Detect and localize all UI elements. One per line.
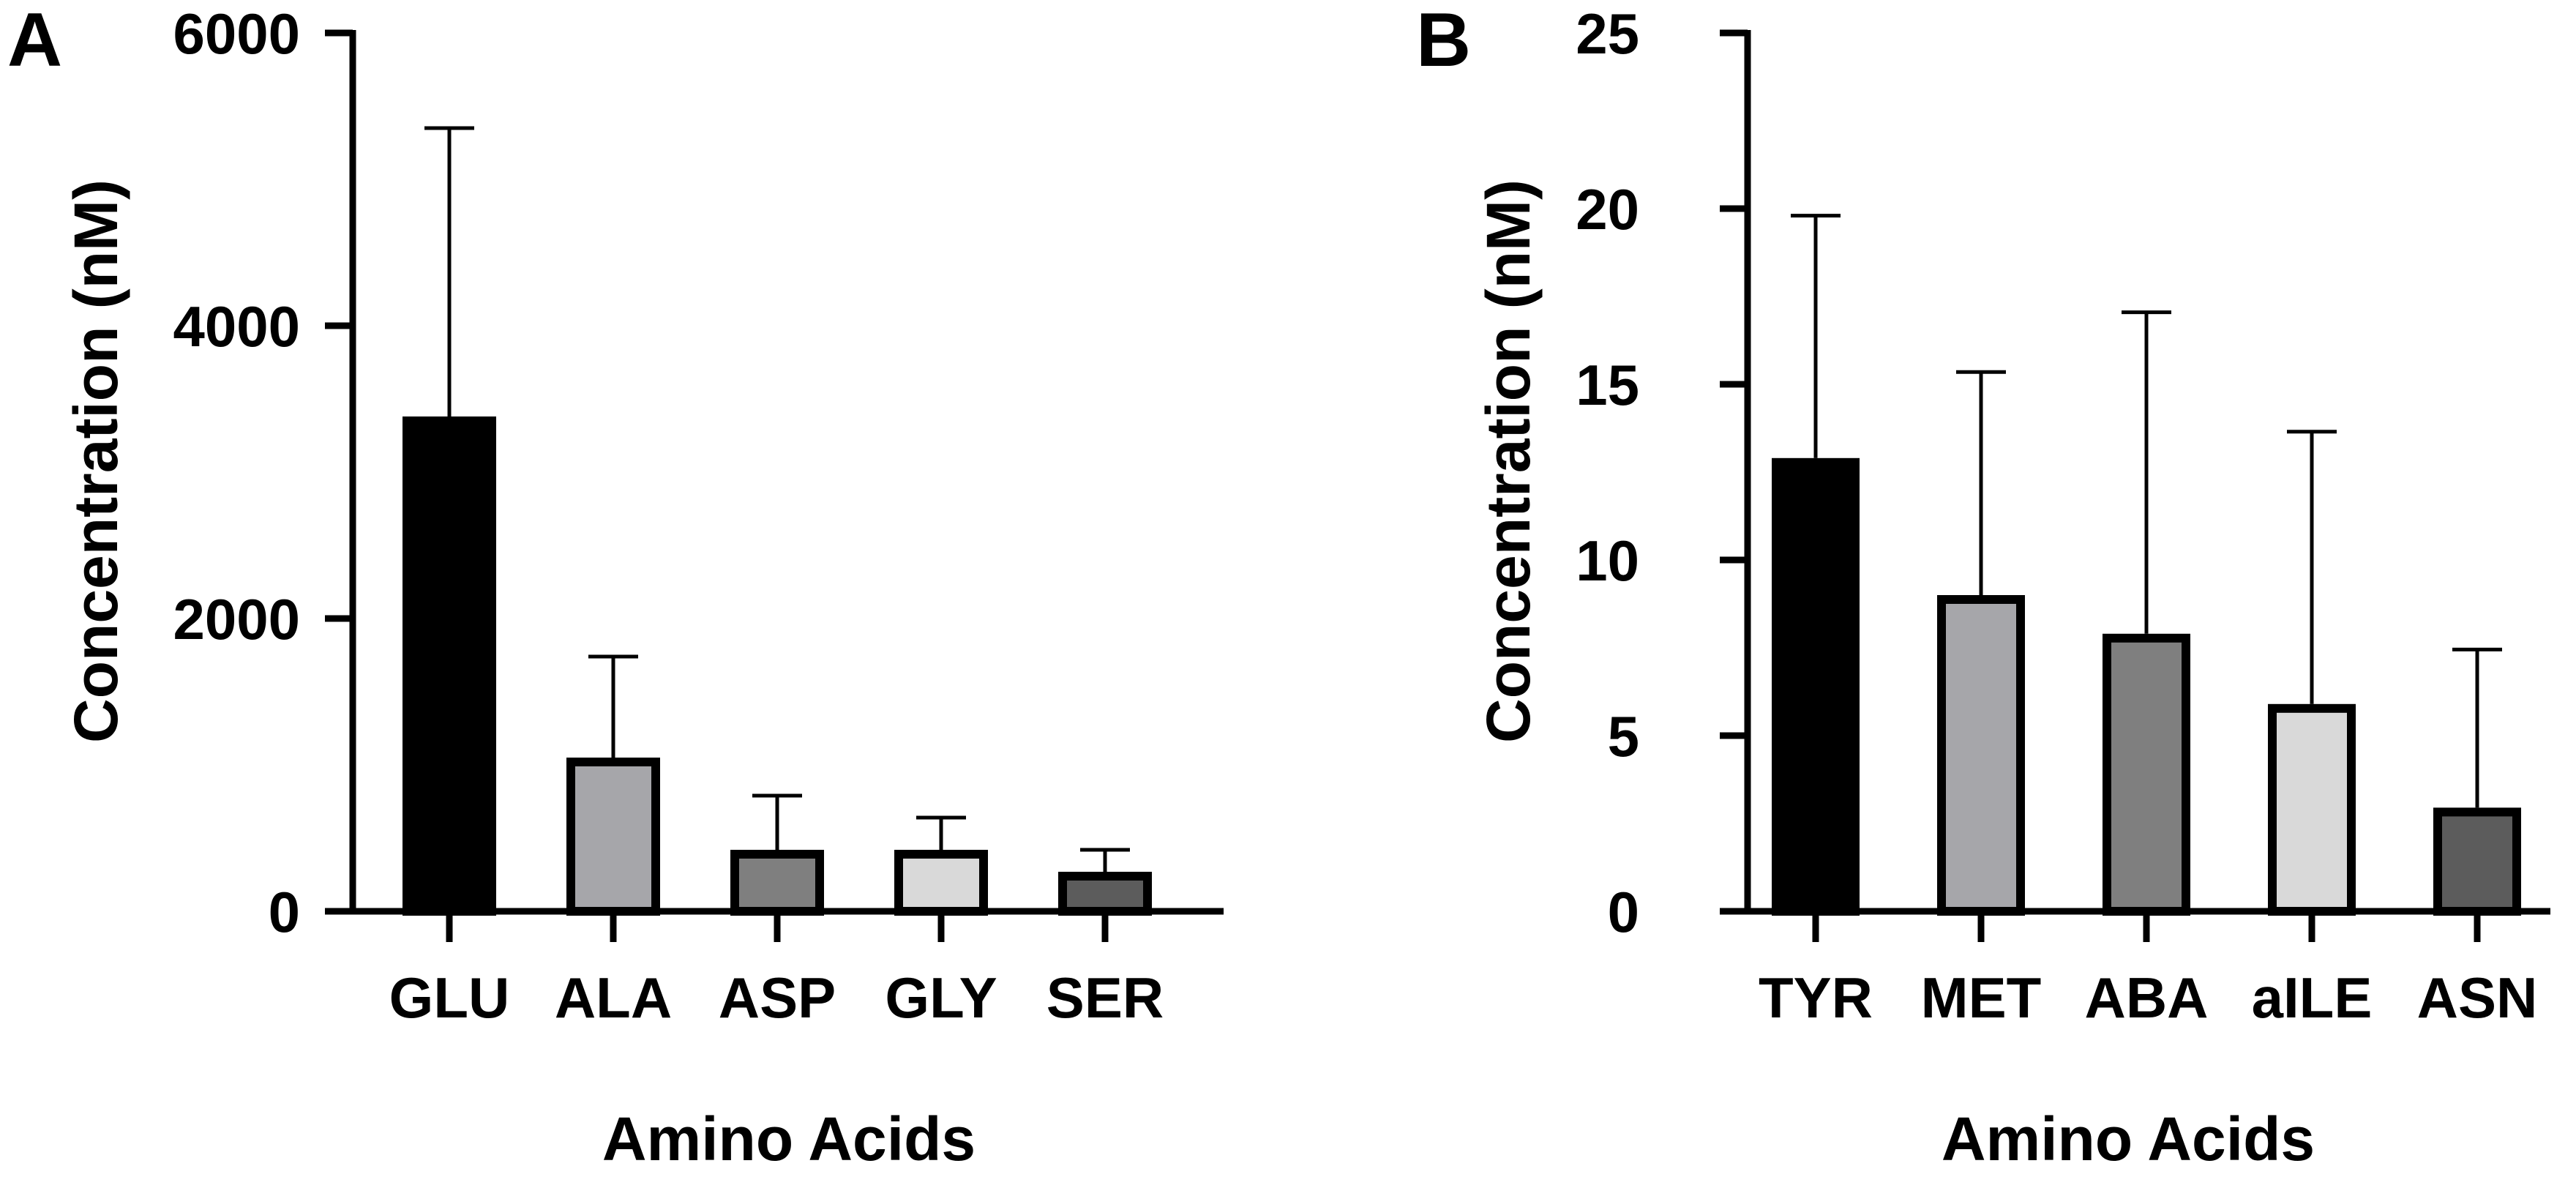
panel-a-y-tick-label: 6000	[173, 1, 300, 66]
panel-b-x-tick-label-tyr: TYR	[1759, 965, 1873, 1030]
panel-a-x-tick-label-ala: ALA	[555, 965, 672, 1030]
panel-a-error-bar-asp	[752, 793, 802, 850]
panel-a-x-tick-label-ser: SER	[1046, 965, 1164, 1030]
panel-b-y-tick-label: 10	[1576, 528, 1639, 593]
panel-a-error-bar-glu	[424, 126, 474, 416]
panel-b-y-tick-label: 25	[1576, 1, 1639, 66]
panel-a-y-tick-label: 2000	[173, 587, 300, 651]
panel-b-x-axis-title: Amino Acids	[1942, 1105, 2315, 1173]
panel-b-error-bar-asn	[2452, 647, 2502, 808]
panel-a: A Concentration (nM) Amino Acids 0 2000 40…	[7, 0, 1224, 1173]
panel-a-bar-gly	[894, 850, 988, 916]
panel-a-x-tick-label-gly: GLY	[885, 965, 997, 1030]
panel-a-x-tick-label-asp: ASP	[719, 965, 836, 1030]
panel-b-y-tick-label: 15	[1576, 353, 1639, 417]
panel-b-bar-tyr	[1772, 457, 1860, 916]
panel-b: B Concentration (nM) Amino Acids 0 5 10 15 2…	[1416, 0, 2550, 1173]
panel-a-x-tick-label-glu: GLU	[389, 965, 510, 1030]
panel-b-error-bar-aba	[2122, 310, 2171, 634]
panel-b-x-tick-label-aba: ABA	[2085, 965, 2209, 1030]
panel-b-label: B	[1416, 0, 1471, 83]
panel-b-x-tick-label-met: MET	[1921, 965, 2042, 1030]
panel-a-y-tick-label: 4000	[173, 294, 300, 359]
panel-a-y-axis-title: Concentration (nM)	[61, 179, 130, 743]
panel-a-x-axis-title: Amino Acids	[602, 1105, 976, 1173]
panel-a-bar-glu	[402, 416, 496, 916]
panel-b-bar-met	[1937, 595, 2025, 916]
panel-b-error-bar-aile	[2287, 430, 2337, 704]
panel-b-bar-aba	[2103, 633, 2190, 916]
panel-b-x-tick-label-asn: ASN	[2417, 965, 2538, 1030]
panel-a-y-tick-label: 0	[269, 880, 300, 944]
panel-b-error-bar-met	[1956, 370, 2006, 595]
panel-b-y-tick-label: 5	[1608, 704, 1639, 769]
panel-a-error-bar-ser	[1080, 848, 1130, 872]
panel-a-bar-ala	[566, 758, 660, 916]
panel-a-error-bar-ala	[588, 654, 638, 758]
panel-b-bar-aile	[2268, 703, 2356, 916]
panel-a-error-bar-gly	[916, 815, 966, 850]
panel-a-label: A	[7, 0, 62, 83]
panel-b-error-bar-tyr	[1791, 214, 1841, 458]
panel-a-bar-asp	[730, 850, 824, 916]
panel-b-x-tick-label-aile: aILE	[2252, 965, 2373, 1030]
panel-b-y-tick-label: 0	[1608, 880, 1639, 944]
panel-b-y-axis-title: Concentration (nM)	[1474, 179, 1543, 743]
panel-b-bar-asn	[2433, 807, 2521, 916]
panel-a-bar-ser	[1058, 872, 1152, 916]
panel-b-y-tick-label: 20	[1576, 177, 1639, 242]
